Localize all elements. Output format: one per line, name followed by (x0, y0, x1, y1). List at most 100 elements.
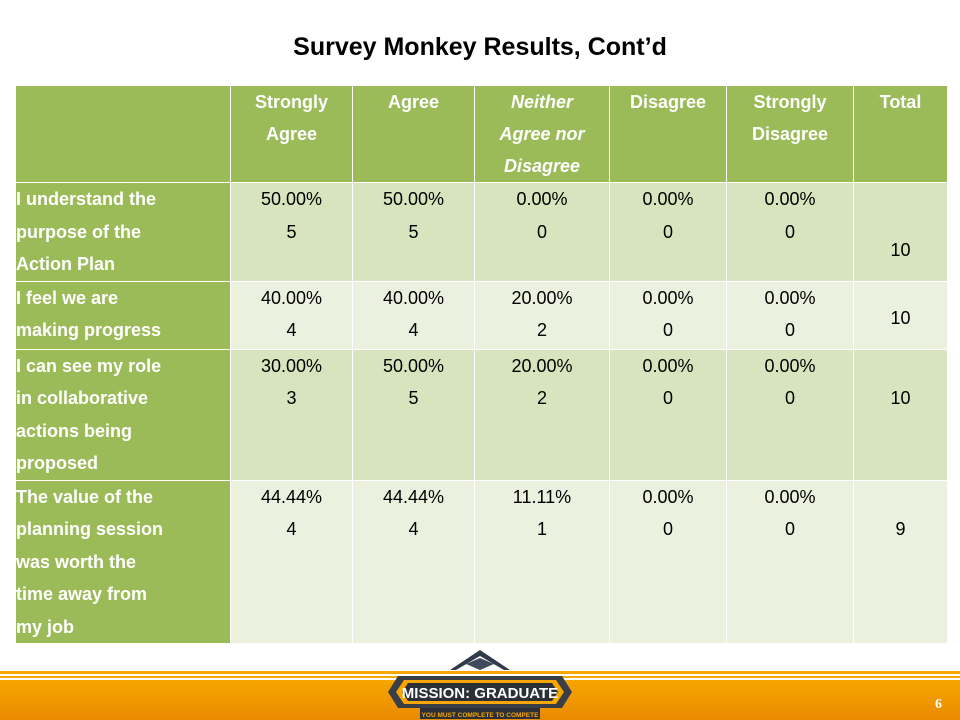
total-cell: 10 (853, 182, 948, 282)
count-value: 4 (286, 519, 297, 539)
question-line: time away from (16, 584, 148, 604)
count-value: 0 (662, 320, 673, 340)
percent-value: 20.00% (511, 287, 573, 308)
question-cell: I feel we are making progress (15, 280, 231, 350)
data-cell: 11.11% 1 (474, 479, 610, 644)
data-cell: 0.00% 0 (609, 182, 727, 282)
data-cell: 20.00% 2 (474, 280, 610, 350)
data-cell: 0.00% 0 (609, 479, 727, 644)
total-cell: 9 (853, 479, 948, 644)
mission-graduate-logo: MISSION: GRADUATE YOU MUST COMPLETE TO C… (388, 650, 572, 719)
question-line: purpose of the (16, 221, 141, 242)
logo-tagline: YOU MUST COMPLETE TO COMPETE (422, 712, 540, 719)
data-cell: 40.00% 4 (230, 280, 353, 350)
percent-value: 0.00% (764, 355, 816, 376)
question-line: my job (16, 616, 75, 637)
total-cell: 10 (853, 348, 948, 481)
band-stripe (0, 671, 960, 674)
percent-value: 0.00% (764, 287, 816, 308)
column-header: Neither Agree nor Disagree (474, 85, 610, 183)
data-cell: 0.00% 0 (609, 348, 727, 481)
header-line: Disagree (629, 92, 707, 112)
count-value: 0 (784, 519, 795, 539)
question-line: I feel we are (16, 287, 119, 308)
data-cell: 44.44% 4 (352, 479, 475, 644)
count-value: 0 (536, 221, 547, 242)
question-line: I understand the (16, 189, 157, 209)
percent-value: 0.00% (642, 189, 694, 209)
data-cell: 0.00% 0 (726, 182, 854, 282)
header-line: Disagree (503, 156, 581, 176)
count-value: 5 (408, 388, 419, 408)
column-header: Strongly Agree (230, 85, 353, 183)
data-cell: 50.00% 5 (230, 182, 353, 282)
question-line: actions being (16, 420, 133, 441)
percent-value: 50.00% (382, 189, 445, 209)
percent-value: 40.00% (382, 287, 445, 308)
data-cell: 0.00% 0 (474, 182, 610, 282)
count-value: 0 (784, 388, 795, 408)
table-row: I feel we are making progress 40.00% 4 40… (15, 280, 948, 350)
header-line: Total (879, 92, 922, 112)
total-value: 9 (895, 518, 906, 539)
percent-value: 44.44% (260, 486, 323, 507)
count-value: 0 (662, 221, 673, 242)
percent-value: 11.11% (512, 486, 572, 507)
data-cell: 0.00% 0 (726, 479, 854, 644)
percent-value: 50.00% (260, 189, 323, 209)
count-value: 1 (536, 519, 547, 539)
count-value: 0 (784, 320, 795, 340)
total-cell: 10 (853, 280, 948, 350)
header-corner-cell (15, 85, 231, 183)
header-line: Disagree (751, 124, 829, 144)
count-value: 4 (408, 519, 419, 539)
question-line: The value of the (16, 486, 154, 507)
count-value: 3 (286, 388, 297, 408)
percent-value: 0.00% (642, 355, 694, 376)
header-line: Strongly (254, 92, 328, 112)
data-cell: 0.00% 0 (726, 280, 854, 350)
percent-value: 40.00% (260, 287, 323, 308)
count-value: 4 (408, 320, 419, 340)
count-value: 2 (536, 388, 547, 408)
percent-value: 0.00% (642, 486, 694, 507)
total-value: 10 (890, 387, 911, 408)
column-header: Strongly Disagree (726, 85, 854, 183)
percent-value: 44.44% (382, 486, 445, 507)
count-value: 2 (536, 320, 547, 340)
header-line: Agree (387, 92, 440, 112)
question-line: planning session (16, 519, 164, 539)
question-line: I can see my role (16, 355, 162, 376)
page-number: 6 (935, 697, 942, 712)
header-row: Strongly Agree Agree Neither Agree nor D… (15, 85, 948, 183)
data-cell: 0.00% 0 (609, 280, 727, 350)
logo-wordmark: MISSION: GRADUATE (402, 685, 558, 702)
count-value: 5 (286, 221, 297, 242)
survey-results-table: Strongly Agree Agree Neither Agree nor D… (15, 85, 948, 644)
header-line: Agree (265, 124, 318, 144)
question-cell: I can see my role in collaborative actio… (15, 348, 231, 481)
count-value: 0 (662, 519, 673, 539)
data-cell: 30.00% 3 (230, 348, 353, 481)
data-cell: 0.00% 0 (726, 348, 854, 481)
header-line: Strongly (753, 92, 827, 112)
question-line: proposed (16, 453, 99, 473)
question-line: Action Plan (16, 254, 116, 274)
percent-value: 20.00% (511, 355, 573, 376)
column-header: Disagree (609, 85, 727, 183)
header-line: Neither (510, 92, 573, 112)
percent-value: 30.00% (260, 355, 323, 376)
count-value: 4 (286, 320, 297, 340)
question-cell: I understand the purpose of the Action P… (15, 182, 231, 282)
count-value: 0 (784, 221, 795, 242)
count-value: 0 (662, 388, 673, 408)
data-cell: 20.00% 2 (474, 348, 610, 481)
header-line: Agree nor (499, 124, 585, 144)
table-row: I can see my role in collaborative actio… (15, 348, 948, 481)
data-cell: 44.44% 4 (230, 479, 353, 644)
column-header: Agree (352, 85, 475, 183)
column-header: Total (853, 85, 948, 183)
question-line: making progress (16, 320, 162, 340)
slide-title: Survey Monkey Results, Cont’d (293, 33, 667, 61)
count-value: 5 (408, 221, 419, 242)
